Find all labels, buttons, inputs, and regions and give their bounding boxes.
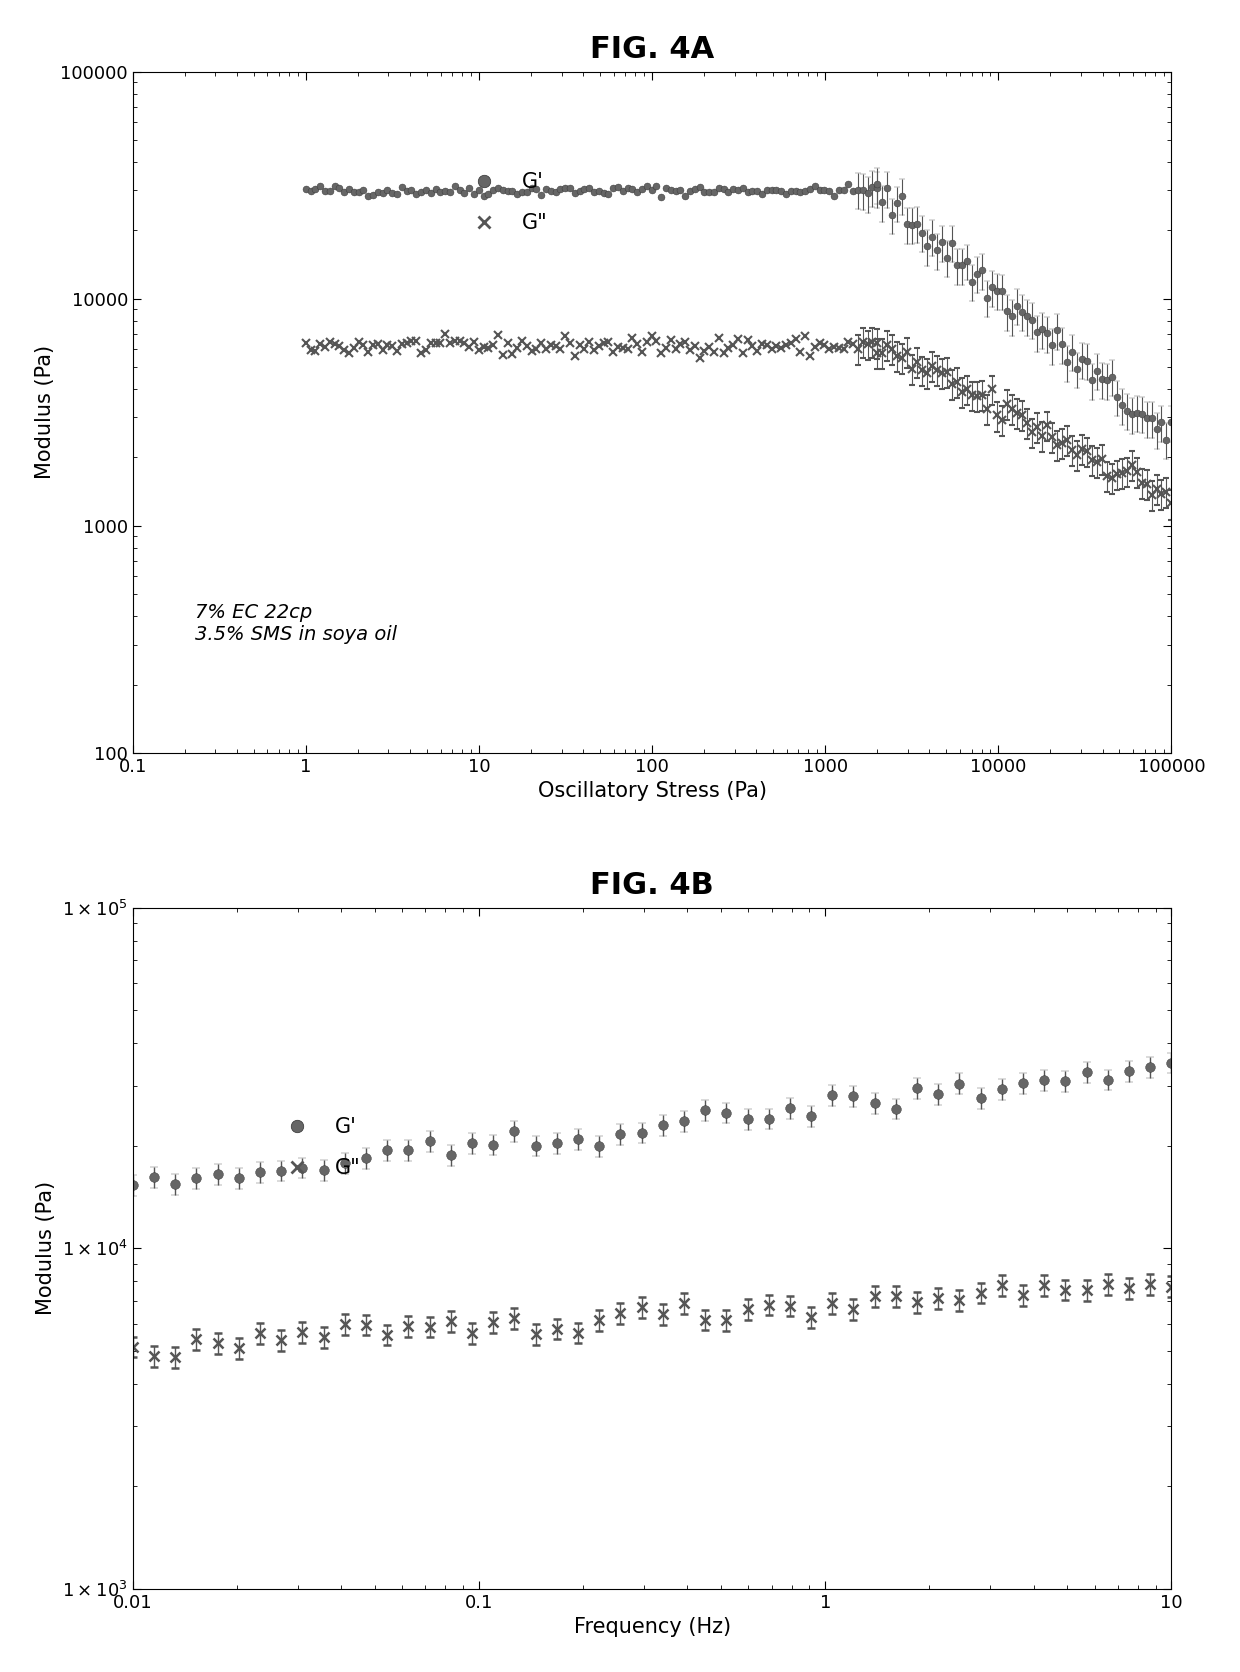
Y-axis label: Modulus (Pa): Modulus (Pa)	[35, 344, 55, 480]
Title: FIG. 4A: FIG. 4A	[590, 35, 714, 64]
Text: 7% EC 22cp
3.5% SMS in soya oil: 7% EC 22cp 3.5% SMS in soya oil	[195, 604, 397, 644]
Y-axis label: Modulus (Pa): Modulus (Pa)	[36, 1180, 57, 1316]
X-axis label: Frequency (Hz): Frequency (Hz)	[574, 1617, 730, 1637]
X-axis label: Oscillatory Stress (Pa): Oscillatory Stress (Pa)	[538, 781, 766, 801]
Legend: G', G": G', G"	[268, 1109, 368, 1185]
Title: FIG. 4B: FIG. 4B	[590, 871, 714, 900]
Legend: G', G": G', G"	[455, 164, 556, 241]
